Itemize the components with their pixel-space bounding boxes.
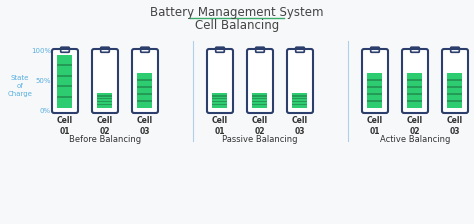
Bar xyxy=(212,95,228,97)
Bar xyxy=(447,73,463,108)
Text: Cell Balancing: Cell Balancing xyxy=(195,19,279,32)
Text: 50%: 50% xyxy=(36,78,51,84)
Bar xyxy=(98,101,112,102)
FancyBboxPatch shape xyxy=(451,47,459,52)
Bar xyxy=(253,95,267,97)
Bar xyxy=(447,100,463,101)
Bar xyxy=(137,79,153,81)
Bar xyxy=(367,93,383,95)
Text: 100%: 100% xyxy=(31,48,51,54)
Bar xyxy=(98,98,112,99)
Text: Battery Management System: Battery Management System xyxy=(150,6,324,19)
Bar xyxy=(292,101,308,102)
Bar xyxy=(98,93,112,108)
Bar xyxy=(253,93,267,108)
Bar xyxy=(57,75,73,77)
Bar xyxy=(137,100,153,101)
Bar xyxy=(98,104,112,106)
Bar xyxy=(137,73,153,108)
Bar xyxy=(292,93,308,108)
FancyBboxPatch shape xyxy=(371,47,379,52)
FancyBboxPatch shape xyxy=(132,49,158,113)
Bar xyxy=(447,93,463,95)
Text: Active Balancing: Active Balancing xyxy=(380,135,450,144)
FancyBboxPatch shape xyxy=(442,49,468,113)
FancyBboxPatch shape xyxy=(362,49,388,113)
Bar xyxy=(253,104,267,106)
FancyBboxPatch shape xyxy=(100,47,109,52)
Bar xyxy=(212,101,228,102)
Bar xyxy=(57,64,73,66)
FancyBboxPatch shape xyxy=(247,49,273,113)
Text: State
of
Charge: State of Charge xyxy=(8,75,32,97)
Bar xyxy=(367,73,383,108)
Bar xyxy=(408,73,422,108)
Text: Cell
02: Cell 02 xyxy=(97,116,113,136)
Bar xyxy=(447,86,463,88)
Bar xyxy=(292,104,308,106)
Bar xyxy=(292,95,308,97)
FancyBboxPatch shape xyxy=(52,49,78,113)
Bar xyxy=(408,79,422,81)
FancyBboxPatch shape xyxy=(287,49,313,113)
Bar xyxy=(57,96,73,98)
Text: 0%: 0% xyxy=(40,108,51,114)
Bar xyxy=(447,79,463,81)
Bar xyxy=(57,85,73,87)
Bar xyxy=(408,93,422,95)
Text: Cell
02: Cell 02 xyxy=(407,116,423,136)
Bar xyxy=(137,86,153,88)
Text: Cell
01: Cell 01 xyxy=(212,116,228,136)
Text: Passive Balancing: Passive Balancing xyxy=(222,135,298,144)
Bar xyxy=(212,98,228,99)
Text: Cell
03: Cell 03 xyxy=(292,116,308,136)
Bar xyxy=(57,54,73,108)
FancyBboxPatch shape xyxy=(410,47,419,52)
Bar xyxy=(253,101,267,102)
Bar xyxy=(367,86,383,88)
Bar xyxy=(253,98,267,99)
Text: Cell
03: Cell 03 xyxy=(447,116,463,136)
FancyBboxPatch shape xyxy=(61,47,69,52)
FancyBboxPatch shape xyxy=(216,47,224,52)
Bar xyxy=(212,104,228,106)
FancyBboxPatch shape xyxy=(296,47,304,52)
Bar xyxy=(98,95,112,97)
FancyBboxPatch shape xyxy=(207,49,233,113)
Bar xyxy=(408,100,422,101)
FancyBboxPatch shape xyxy=(402,49,428,113)
Bar xyxy=(292,98,308,99)
Bar xyxy=(212,93,228,108)
FancyBboxPatch shape xyxy=(141,47,149,52)
Text: Cell
02: Cell 02 xyxy=(252,116,268,136)
Text: Cell
01: Cell 01 xyxy=(367,116,383,136)
Bar xyxy=(367,79,383,81)
FancyBboxPatch shape xyxy=(255,47,264,52)
Bar xyxy=(137,93,153,95)
Text: Before Balancing: Before Balancing xyxy=(69,135,141,144)
Text: Cell
03: Cell 03 xyxy=(137,116,153,136)
Bar xyxy=(408,86,422,88)
Text: Cell
01: Cell 01 xyxy=(57,116,73,136)
FancyBboxPatch shape xyxy=(92,49,118,113)
Bar xyxy=(367,100,383,101)
